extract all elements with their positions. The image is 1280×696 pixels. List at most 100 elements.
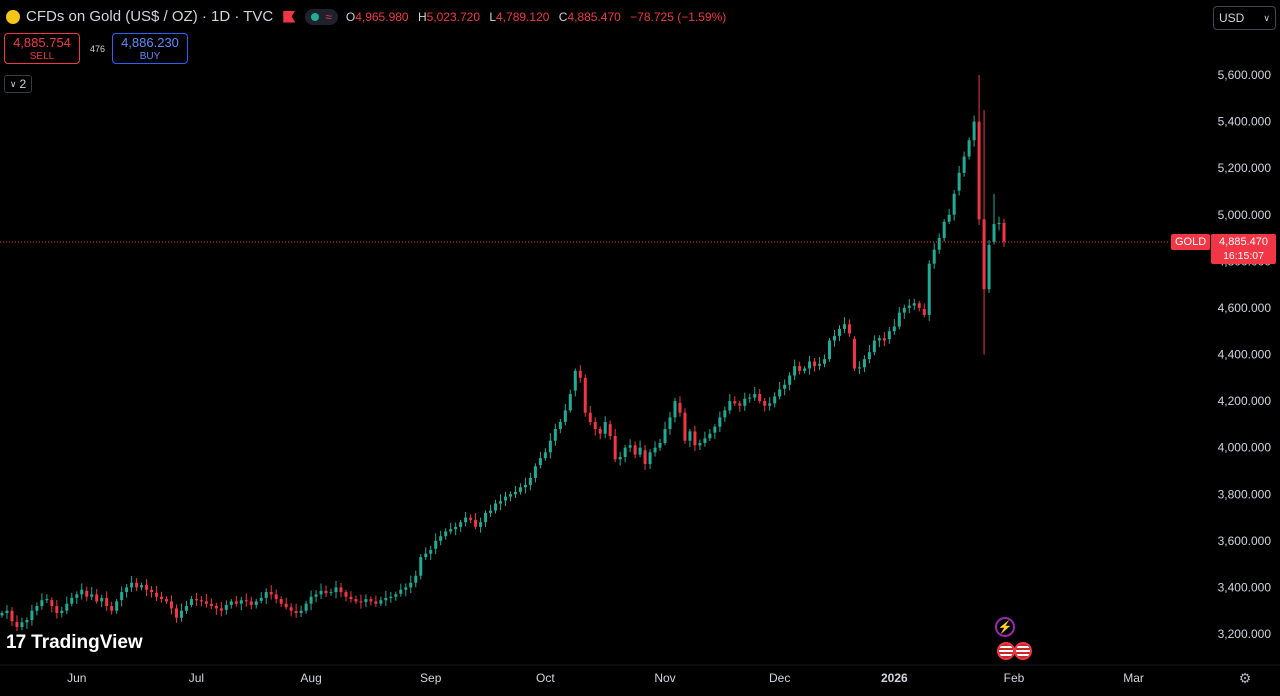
market-open-dot-icon <box>311 12 320 21</box>
candle-body <box>279 599 283 604</box>
candle-body <box>813 361 817 367</box>
candle-body <box>85 590 89 597</box>
candle-body <box>75 594 79 598</box>
candle-body <box>90 594 94 597</box>
candle-body <box>115 601 119 611</box>
candle-body <box>808 361 812 369</box>
price-tick-label: 5,000.000 <box>1218 208 1272 222</box>
candle-body <box>523 484 527 488</box>
candle-body <box>289 607 293 611</box>
candle-body <box>922 308 926 315</box>
candle-body <box>538 458 542 466</box>
candle-body <box>917 303 921 308</box>
candle-body <box>384 597 388 601</box>
candle-body <box>344 592 348 597</box>
candle-body <box>399 589 403 594</box>
candle-body <box>50 600 54 607</box>
low-key: L <box>489 9 497 24</box>
candle-body <box>479 522 483 527</box>
sell-label: SELL <box>29 51 55 62</box>
candle-body <box>932 249 936 264</box>
candle-body <box>284 603 288 608</box>
candle-body <box>364 599 368 603</box>
candle-body <box>957 172 961 191</box>
symbol-title[interactable]: CFDs on Gold (US$ / OZ) · 1D · TVC <box>26 8 274 25</box>
buy-label: BUY <box>139 51 161 62</box>
candle-body <box>723 410 727 418</box>
candle-body <box>424 553 428 558</box>
lightning-event-icon[interactable]: ⚡ <box>995 617 1015 637</box>
time-axis[interactable]: Jun Jul Aug Sep Oct Nov Dec 2026 Feb Mar <box>67 671 1144 685</box>
candle-body <box>518 487 522 492</box>
candle-body <box>354 599 358 602</box>
candle-body <box>30 610 34 621</box>
candle-body <box>125 587 129 593</box>
candle-body <box>65 603 69 611</box>
candle-body <box>593 422 597 430</box>
candle-body <box>693 431 697 446</box>
flag-icon[interactable] <box>283 10 296 23</box>
candle-body <box>70 597 74 604</box>
candle-body <box>334 587 338 593</box>
candle-body <box>902 307 906 313</box>
candle-body <box>698 443 702 446</box>
candle-body <box>947 214 951 222</box>
candle-body <box>653 447 657 453</box>
candle-body <box>837 328 841 336</box>
candle-body <box>20 622 24 628</box>
candle-body <box>259 597 263 601</box>
time-tick-label: Aug <box>300 671 321 685</box>
currency-select[interactable]: USD ∨ <box>1213 6 1276 30</box>
candle-body <box>997 222 1001 225</box>
high-key: H <box>417 9 427 24</box>
candle-body <box>648 452 652 464</box>
candle-body <box>324 590 328 594</box>
candle-body <box>189 599 193 606</box>
price-axis[interactable]: 3,200.000 3,400.000 3,600.000 3,800.000 4,00… <box>1218 68 1272 641</box>
candle-body <box>738 403 742 406</box>
candle-body <box>140 585 144 588</box>
indicators-count: 2 <box>19 77 27 91</box>
tradingview-logo[interactable]: 17 TradingView <box>6 632 143 654</box>
sell-button[interactable]: 4,885.754 SELL <box>4 33 80 64</box>
candle-body <box>145 585 149 590</box>
market-status[interactable]: ≈ <box>305 8 338 25</box>
price-tick-label: 3,200.000 <box>1218 627 1272 641</box>
buy-button[interactable]: 4,886.230 BUY <box>112 33 188 64</box>
candle-body <box>618 456 622 460</box>
us-event-icon[interactable] <box>1014 642 1032 660</box>
open-value: 4,965.980 <box>355 9 409 24</box>
candle-body <box>867 352 871 360</box>
candle-body <box>394 594 398 597</box>
candle-body <box>389 596 393 598</box>
indicators-toggle-button[interactable]: ∨ 2 <box>4 75 32 93</box>
candle-body <box>718 417 722 427</box>
candle-body <box>264 592 268 598</box>
candle-body <box>992 224 996 242</box>
candle-body <box>249 601 253 605</box>
candle-body <box>967 140 971 157</box>
candle-body <box>927 263 931 315</box>
candle-body <box>678 402 682 413</box>
candle-body <box>788 375 792 385</box>
candle-body <box>877 338 881 341</box>
candle-body <box>110 606 114 611</box>
candle-body <box>608 424 612 437</box>
candle-body <box>773 396 777 404</box>
gear-icon[interactable]: ⚙ <box>1238 670 1252 686</box>
candle-body <box>25 620 29 623</box>
candle-body <box>663 429 667 444</box>
price-tick-label: 4,200.000 <box>1218 394 1272 408</box>
candle-body <box>100 597 104 602</box>
candle-body <box>962 156 966 173</box>
candle-body <box>309 596 313 604</box>
candle-body <box>673 401 677 418</box>
candle-body <box>543 452 547 459</box>
candle-body <box>304 603 308 611</box>
price-tick-label: 5,600.000 <box>1218 68 1272 82</box>
price-tick-label: 4,000.000 <box>1218 441 1272 455</box>
candle-body <box>573 370 577 391</box>
us-event-icon[interactable] <box>997 642 1015 660</box>
candle-body <box>174 608 178 618</box>
